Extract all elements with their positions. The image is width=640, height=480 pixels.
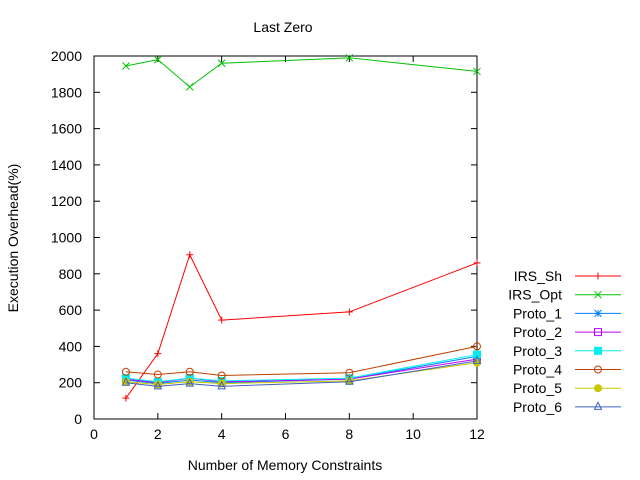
plot-frame [93, 55, 478, 420]
y-tick-label: 200 [59, 375, 83, 391]
legend-marker [594, 328, 602, 337]
legend-marker [594, 346, 602, 355]
x-tick-label: 10 [405, 426, 421, 442]
legend-entry: Proto_1 [513, 305, 621, 321]
axis-ticks: 0 2 4 6 8 10 12 0 200 400 600 800 1000 1200 1400 1600 18… [51, 48, 485, 442]
data-point [185, 377, 195, 387]
series-irs-sh [122, 251, 481, 402]
data-point [121, 377, 131, 386]
x-tick-label: 8 [345, 426, 353, 442]
legend-entry: Proto_3 [513, 343, 621, 359]
legend-entry: Proto_2 [513, 324, 621, 340]
y-tick-label: 1800 [51, 84, 82, 100]
data-point [473, 350, 481, 359]
y-tick-label: 1000 [51, 230, 82, 246]
legend-entry: IRS_Sh [514, 268, 621, 284]
legend-entry: Proto_5 [513, 380, 621, 396]
x-tick-label: 12 [469, 426, 485, 442]
legend-marker [593, 401, 603, 410]
data-point [472, 355, 482, 364]
data-point [153, 55, 162, 64]
series-lines [121, 53, 482, 402]
x-tick-label: 2 [154, 426, 162, 442]
data-point [345, 376, 354, 385]
data-point [218, 316, 226, 324]
legend-marker [594, 365, 602, 374]
series-line [125, 354, 478, 383]
data-point [473, 259, 481, 267]
legend-marker [594, 309, 602, 318]
legend-marker [594, 384, 602, 393]
x-tick-label: 4 [218, 426, 226, 442]
data-point [345, 308, 353, 316]
legend-label: IRS_Opt [508, 287, 562, 303]
legend-label: Proto_1 [513, 305, 562, 321]
data-point [217, 59, 226, 68]
series-line [125, 253, 478, 399]
data-point [185, 367, 194, 376]
series-irs-opt [122, 53, 481, 91]
data-point [122, 62, 130, 70]
data-point [345, 53, 354, 62]
x-axis-label: Number of Memory Constraints [188, 457, 383, 473]
y-axis-label: Execution Overhead(%) [5, 164, 21, 313]
series-proto-6 [121, 355, 482, 390]
data-point [345, 376, 354, 385]
data-point [186, 251, 194, 259]
legend: IRS_Sh IRS_Opt Proto_1 Proto_2 Proto_3 Proto_… [508, 268, 621, 415]
data-point [154, 350, 162, 358]
y-tick-label: 2000 [51, 48, 82, 64]
series-line [125, 360, 478, 387]
data-point [121, 367, 130, 376]
x-tick-label: 6 [282, 426, 290, 442]
data-point [473, 342, 481, 351]
y-tick-label: 400 [59, 338, 83, 354]
y-tick-label: 600 [59, 302, 83, 318]
y-tick-label: 1600 [51, 121, 82, 137]
series-line [125, 345, 478, 376]
legend-label: Proto_3 [513, 343, 562, 359]
legend-entry: Proto_4 [513, 362, 621, 378]
legend-entry: Proto_6 [513, 399, 621, 415]
legend-marker [594, 272, 602, 280]
legend-label: Proto_4 [513, 362, 562, 378]
legend-label: IRS_Sh [514, 268, 562, 284]
legend-label: Proto_2 [513, 324, 562, 340]
y-tick-label: 1200 [51, 193, 82, 209]
legend-marker [594, 290, 602, 299]
data-point [185, 83, 194, 91]
data-point [153, 380, 163, 390]
series-line [125, 57, 478, 88]
data-point [217, 371, 226, 380]
legend-label: Proto_6 [513, 399, 562, 415]
series-proto-4 [121, 342, 481, 380]
legend-label: Proto_5 [513, 380, 562, 396]
y-tick-label: 800 [59, 266, 83, 282]
data-point [217, 380, 226, 390]
y-tick-label: 0 [74, 411, 82, 427]
data-point [122, 394, 130, 402]
chart-title: Last Zero [253, 19, 312, 35]
legend-entry: IRS_Opt [508, 287, 621, 303]
data-point [473, 67, 481, 76]
y-tick-label: 1400 [51, 157, 82, 173]
data-point [153, 370, 162, 379]
data-point [121, 377, 130, 386]
x-tick-label: 0 [90, 426, 98, 442]
